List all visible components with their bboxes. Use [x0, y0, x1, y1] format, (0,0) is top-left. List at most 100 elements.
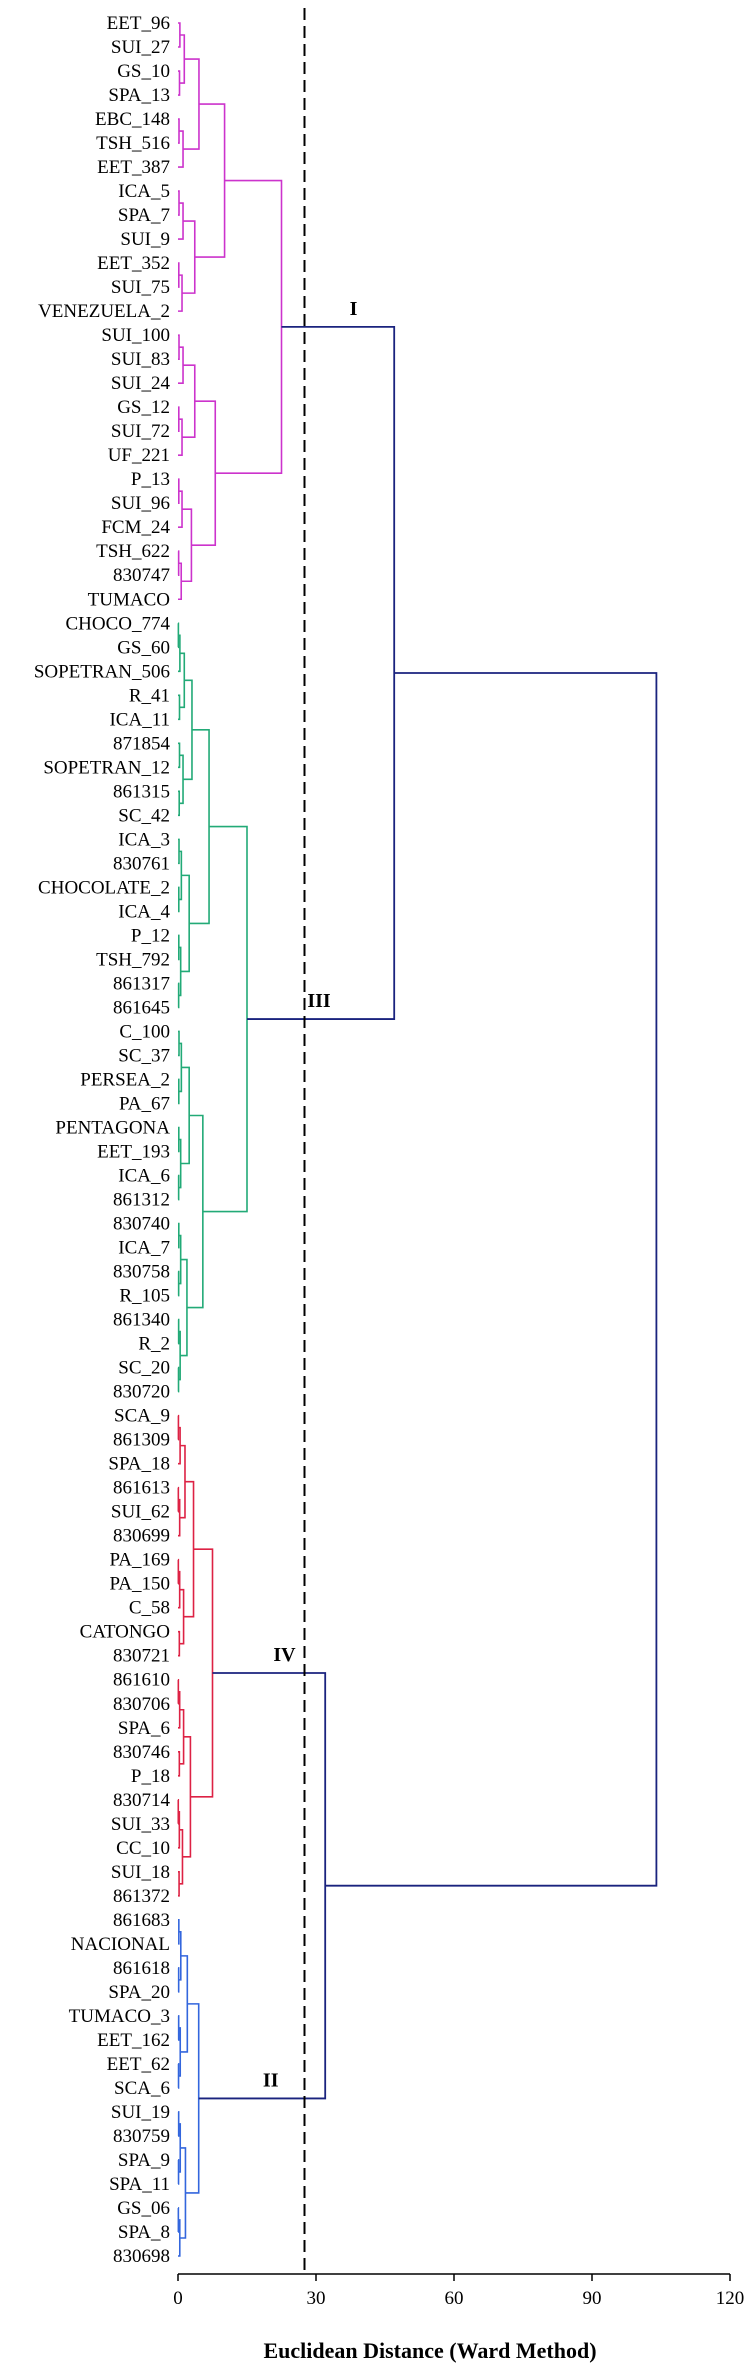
cluster-iii-link [177, 1174, 180, 1201]
leaf-label: TSH_622 [96, 541, 170, 562]
leaf-label: ICA_4 [118, 901, 170, 922]
leaf-label: EET_387 [97, 157, 170, 178]
leaf-labels: EET_96 SUI_27 GS_10 SPA_13 EBC_148 TSH_516 EET… [34, 13, 171, 2267]
cluster-i-link [178, 70, 181, 96]
leaf-label: 830714 [113, 1790, 171, 1811]
leaf-label: FCM_24 [101, 517, 170, 538]
cluster-iii-link [177, 1366, 180, 1393]
cluster-iii-link [178, 934, 180, 961]
cluster-i-link [178, 118, 180, 144]
leaf-label: TSH_792 [96, 949, 170, 970]
x-tick-label: 60 [445, 2288, 464, 2309]
leaf-label: VENEZUELA_2 [38, 301, 170, 322]
merge-link [325, 672, 658, 1887]
cluster-iii-link [178, 1078, 180, 1105]
leaf-label: NACIONAL [71, 1934, 170, 1955]
x-tick-label: 90 [583, 2288, 602, 2309]
leaf-label: SUI_62 [111, 1502, 170, 1523]
cluster-i-link [178, 490, 183, 529]
cluster-iii-link [179, 754, 184, 805]
leaf-label: EET_352 [97, 253, 170, 274]
cluster-label-i: I [350, 298, 358, 320]
leaf-label: GS_60 [117, 637, 170, 658]
cluster-ii-link [177, 2111, 180, 2137]
leaf-label: 861309 [113, 1430, 170, 1451]
leaf-label: 861645 [113, 997, 170, 1018]
leaf-label: PA_67 [119, 1093, 170, 1114]
cluster-iii-link [180, 1258, 188, 1357]
leaf-label: 830706 [113, 1694, 170, 1715]
leaf-label: SUI_72 [111, 421, 170, 442]
leaf-label: GS_12 [117, 397, 170, 418]
cluster-label-iv: IV [273, 1644, 296, 1666]
x-axis-label: Euclidean Distance (Ward Method) [263, 2338, 596, 2363]
leaf-label: SPA_11 [109, 2174, 170, 2195]
cluster-i-link [178, 406, 180, 432]
leaf-label: TSH_516 [96, 133, 170, 154]
leaf-label: SC_20 [118, 1358, 170, 1379]
leaf-label: GS_06 [117, 2198, 170, 2219]
leaf-label: SCA_6 [114, 2078, 170, 2099]
x-tick-label: 30 [307, 2288, 326, 2309]
leaf-label: SC_37 [118, 1045, 170, 1066]
cluster-ii-link [177, 1967, 180, 1993]
cluster-ii-link [178, 1931, 182, 1981]
cluster-i-link [182, 220, 196, 294]
leaf-label: SPA_20 [108, 1982, 170, 2003]
merge-link [247, 325, 396, 1020]
cluster-iii-link [178, 694, 181, 721]
leaf-label: SUI_33 [111, 1814, 170, 1835]
cluster-iv-link [178, 1871, 180, 1897]
leaf-label: ICA_7 [118, 1238, 170, 1259]
leaf-label: R_105 [119, 1286, 170, 1307]
cluster-iv-link [178, 1630, 181, 1657]
leaf-label: EBC_148 [95, 109, 170, 130]
leaf-label: CHOCO_774 [65, 613, 170, 634]
leaf-label: 861340 [113, 1310, 170, 1331]
leaf-label: EET_193 [97, 1142, 170, 1163]
cluster-iv-link [178, 1811, 181, 1849]
leaf-label: SPA_6 [118, 1718, 170, 1739]
cluster-i-link [182, 364, 196, 438]
leaf-label: 830721 [113, 1646, 170, 1667]
leaf-label: SPA_18 [108, 1454, 170, 1475]
cluster-label-ii: II [263, 2069, 279, 2091]
x-tick-label: 120 [716, 2288, 745, 2309]
cluster-iv-link [178, 1750, 181, 1777]
leaf-label: 861683 [113, 1910, 170, 1931]
cluster-iv-link [179, 1829, 184, 1885]
leaf-label: P_18 [131, 1766, 170, 1787]
leaf-label: PERSEA_2 [80, 1069, 170, 1090]
leaf-label: 830747 [113, 565, 170, 586]
cluster-i-link [178, 346, 184, 384]
leaf-label: 871854 [113, 733, 171, 754]
cluster-iii-link [178, 838, 180, 865]
leaf-label: SUI_19 [111, 2102, 170, 2123]
leaf-label: CC_10 [116, 1838, 170, 1859]
leaf-label: SUI_27 [111, 37, 170, 58]
leaf-label: ICA_3 [118, 829, 170, 850]
leaf-label: SCA_9 [114, 1406, 170, 1427]
leaf-label: SUI_100 [101, 325, 170, 346]
leaf-label: 861312 [113, 1190, 170, 1211]
leaf-label: UF_221 [108, 445, 170, 466]
cluster-iii-link [178, 886, 180, 913]
cluster-iv-link [179, 1444, 186, 1519]
x-tick-label: 0 [173, 2288, 183, 2309]
cluster-i-link [178, 418, 183, 456]
x-axis: 0 30 60 90 120 [173, 2273, 745, 2309]
cluster-i-link [178, 262, 180, 288]
cluster-i-link [178, 202, 184, 240]
leaf-label: 861613 [113, 1478, 170, 1499]
cluster-iii-link [178, 1330, 181, 1381]
cluster-iii-link [178, 1126, 180, 1153]
leaf-label: C_100 [119, 1021, 170, 1042]
leaf-label: EET_162 [97, 2030, 170, 2051]
leaf-label: P_13 [131, 469, 170, 490]
cluster-iii-link [178, 1042, 183, 1093]
leaf-label: GS_10 [117, 61, 170, 82]
leaf-label: 861317 [113, 973, 170, 994]
cluster-i-link [178, 130, 184, 168]
